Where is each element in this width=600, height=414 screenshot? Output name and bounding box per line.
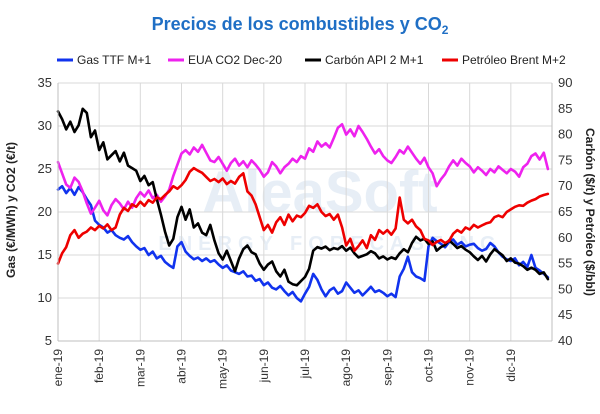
y-tick-right: 50: [558, 281, 572, 296]
watermark-subtext: ENERGY FORECASTING: [158, 233, 501, 255]
y-tick-left: 15: [38, 247, 52, 262]
y-tick-right: 85: [558, 101, 572, 116]
y-tick-right: 45: [558, 307, 572, 322]
y-tick-left: 10: [38, 290, 52, 305]
y-tick-right: 80: [558, 127, 572, 142]
y-tick-left: 5: [45, 333, 52, 348]
watermark: AleaSoft ENERGY FORECASTING: [158, 160, 501, 255]
y-tick-right: 70: [558, 178, 572, 193]
series-line-carbon-api-2-m-1: [56, 107, 550, 287]
y-tick-left: 20: [38, 204, 52, 219]
y-tick-right: 40: [558, 333, 572, 348]
axes: 5 10 15 20 25 30 35 40 45 50 55 60 65 70 75 80 85 90 ene-1…: [38, 75, 573, 389]
x-tick-label: dic-19: [504, 349, 518, 382]
y-tick-right: 90: [558, 75, 572, 90]
x-tick-label: sep-19: [380, 349, 394, 386]
y-axis-right-label: Carbón ($/t) y Petróleo ($/bbl): [583, 128, 597, 296]
legend-label: Carbón API 2 M+1: [325, 53, 424, 67]
x-tick-label: jul-19: [298, 349, 312, 380]
legend-label: Gas TTF M+1: [77, 53, 151, 67]
series-line-petroleo-brent-m-2: [56, 166, 550, 265]
series-line-gas-ttf-m-1: [56, 184, 550, 303]
series-layer: [56, 107, 550, 303]
y-tick-right: 65: [558, 204, 572, 219]
y-tick-left: 25: [38, 161, 52, 176]
y-tick-right: 75: [558, 152, 572, 167]
y-tick-left: 30: [38, 118, 52, 133]
x-tick-label: ene-19: [51, 349, 65, 387]
y-axis-left-label: Gas (€/MWh) y CO2 (€/t): [4, 142, 18, 278]
x-tick-label: mar-19: [133, 349, 147, 387]
y-tick-left: 35: [38, 75, 52, 90]
chart-title-main: Precios de los combustibles y CO: [152, 14, 442, 34]
y-tick-right: 55: [558, 256, 572, 271]
grid-lines: [57, 82, 553, 342]
series-line-eua-co2-dec-20: [56, 123, 550, 217]
x-tick-label: jun-19: [257, 349, 271, 384]
x-tick-label: abr-19: [175, 349, 189, 384]
x-tick-label: oct-19: [422, 349, 436, 383]
chart-title-subscript: 2: [442, 23, 449, 37]
legend-label: EUA CO2 Dec-20: [188, 53, 282, 67]
x-tick-label: ago-19: [339, 349, 353, 387]
x-tick-label: may-19: [216, 349, 230, 389]
x-tick-label: feb-19: [92, 349, 106, 383]
chart-legend: Gas TTF M+1 EUA CO2 Dec-20 Carbón API 2 M+…: [57, 53, 566, 67]
y-tick-right: 60: [558, 230, 572, 245]
x-tick-label: nov-19: [463, 349, 477, 386]
chart-title: Precios de los combustibles y CO2: [152, 14, 449, 37]
legend-label: Petróleo Brent M+2: [462, 53, 566, 67]
